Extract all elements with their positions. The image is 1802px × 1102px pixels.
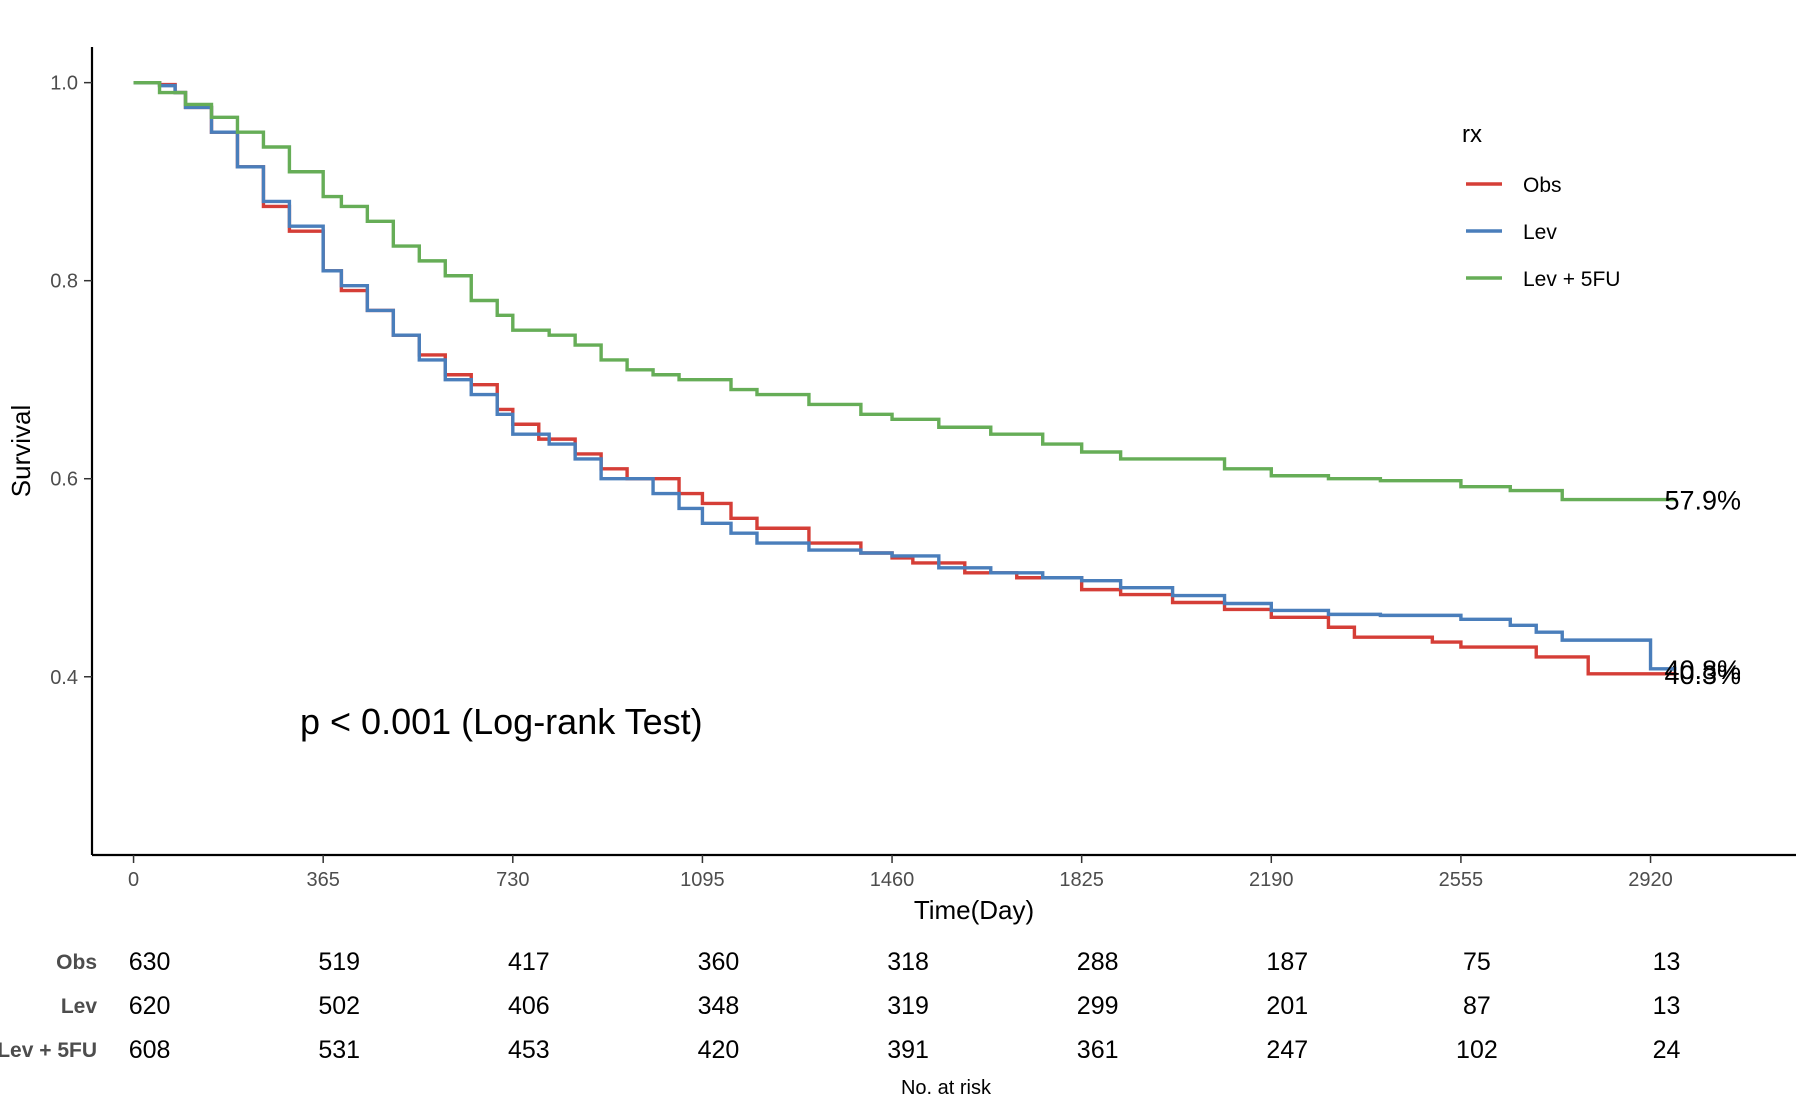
x-tick-label: 730 <box>496 869 529 891</box>
y-tick-label: 1.0 <box>50 73 78 95</box>
risk-value: 24 <box>1653 1036 1681 1064</box>
chart-labels: Survival Time(Day) p < 0.001 (Log-rank T… <box>6 405 1034 925</box>
risk-value: 201 <box>1266 992 1308 1020</box>
x-tick-label: 2190 <box>1249 869 1294 891</box>
y-tick-label: 0.8 <box>50 271 78 293</box>
x-tick-label: 365 <box>306 869 339 891</box>
risk-value: 187 <box>1266 948 1308 976</box>
risk-row-label-obs: Obs <box>56 951 97 974</box>
risk-value: 620 <box>129 992 171 1020</box>
y-tick-label: 0.6 <box>50 469 78 491</box>
p-value-annotation: p < 0.001 (Log-rank Test) <box>300 701 703 742</box>
legend-label-obs: Obs <box>1523 174 1562 197</box>
risk-value: 630 <box>129 948 171 976</box>
risk-value: 519 <box>318 948 360 976</box>
series-line-lev <box>133 80 1677 671</box>
risk-value: 102 <box>1456 1036 1498 1064</box>
risk-value: 608 <box>129 1036 171 1064</box>
risk-value: 319 <box>887 992 929 1020</box>
series-line-lev-5fu <box>133 80 1677 502</box>
x-tick-label: 2555 <box>1439 869 1484 891</box>
risk-value: 348 <box>698 992 740 1020</box>
x-tick-label: 2920 <box>1628 869 1673 891</box>
risk-value: 420 <box>698 1036 740 1064</box>
end-label-lev-5fu: 57.9% <box>1665 486 1742 516</box>
y-tick-label: 0.4 <box>50 667 78 689</box>
axes: 0.4 0.6 0.8 1.0 0 365 730 1095 1460 1825 2190 2555 2… <box>50 47 1796 891</box>
risk-row-label-lev-5fu: Lev + 5FU <box>0 1039 97 1062</box>
plot-area: 40.3%40.8% 57.9% <box>133 80 1742 690</box>
risk-value: 13 <box>1653 948 1681 976</box>
legend: rx Obs Lev Lev + 5FU <box>1462 121 1620 291</box>
x-tick-label: 1825 <box>1059 869 1104 891</box>
risk-value: 318 <box>887 948 929 976</box>
risk-value: 13 <box>1653 992 1681 1020</box>
risk-value: 417 <box>508 948 550 976</box>
x-tick-label: 0 <box>128 869 139 891</box>
risk-value: 288 <box>1077 948 1119 976</box>
y-axis-label: Survival <box>6 405 36 497</box>
risk-value: 75 <box>1463 948 1491 976</box>
risk-value: 299 <box>1077 992 1119 1020</box>
risk-value: 247 <box>1266 1036 1308 1064</box>
risk-value: 453 <box>508 1036 550 1064</box>
x-tick-label: 1095 <box>680 869 725 891</box>
risk-value: 391 <box>887 1036 929 1064</box>
series-line-obs <box>133 80 1677 676</box>
legend-title: rx <box>1462 121 1482 148</box>
end-label-lev: 40.8% <box>1665 655 1742 685</box>
risk-value: 361 <box>1077 1036 1119 1064</box>
risk-value: 406 <box>508 992 550 1020</box>
x-tick-label: 1460 <box>870 869 915 891</box>
x-axis-label: Time(Day) <box>914 895 1034 925</box>
risk-table: No. at risk Obs 630 519 417 360 318 288 187 75 13… <box>0 948 1681 1099</box>
risk-value: 360 <box>698 948 740 976</box>
legend-label-lev-5fu: Lev + 5FU <box>1523 268 1620 291</box>
risk-value: 87 <box>1463 992 1491 1020</box>
risk-value: 502 <box>318 992 360 1020</box>
risk-row-label-lev: Lev <box>61 995 98 1018</box>
risk-table-title: No. at risk <box>901 1077 992 1099</box>
risk-value: 531 <box>318 1036 360 1064</box>
legend-label-lev: Lev <box>1523 221 1557 244</box>
end-label-obs: 40.3% <box>1665 660 1742 690</box>
